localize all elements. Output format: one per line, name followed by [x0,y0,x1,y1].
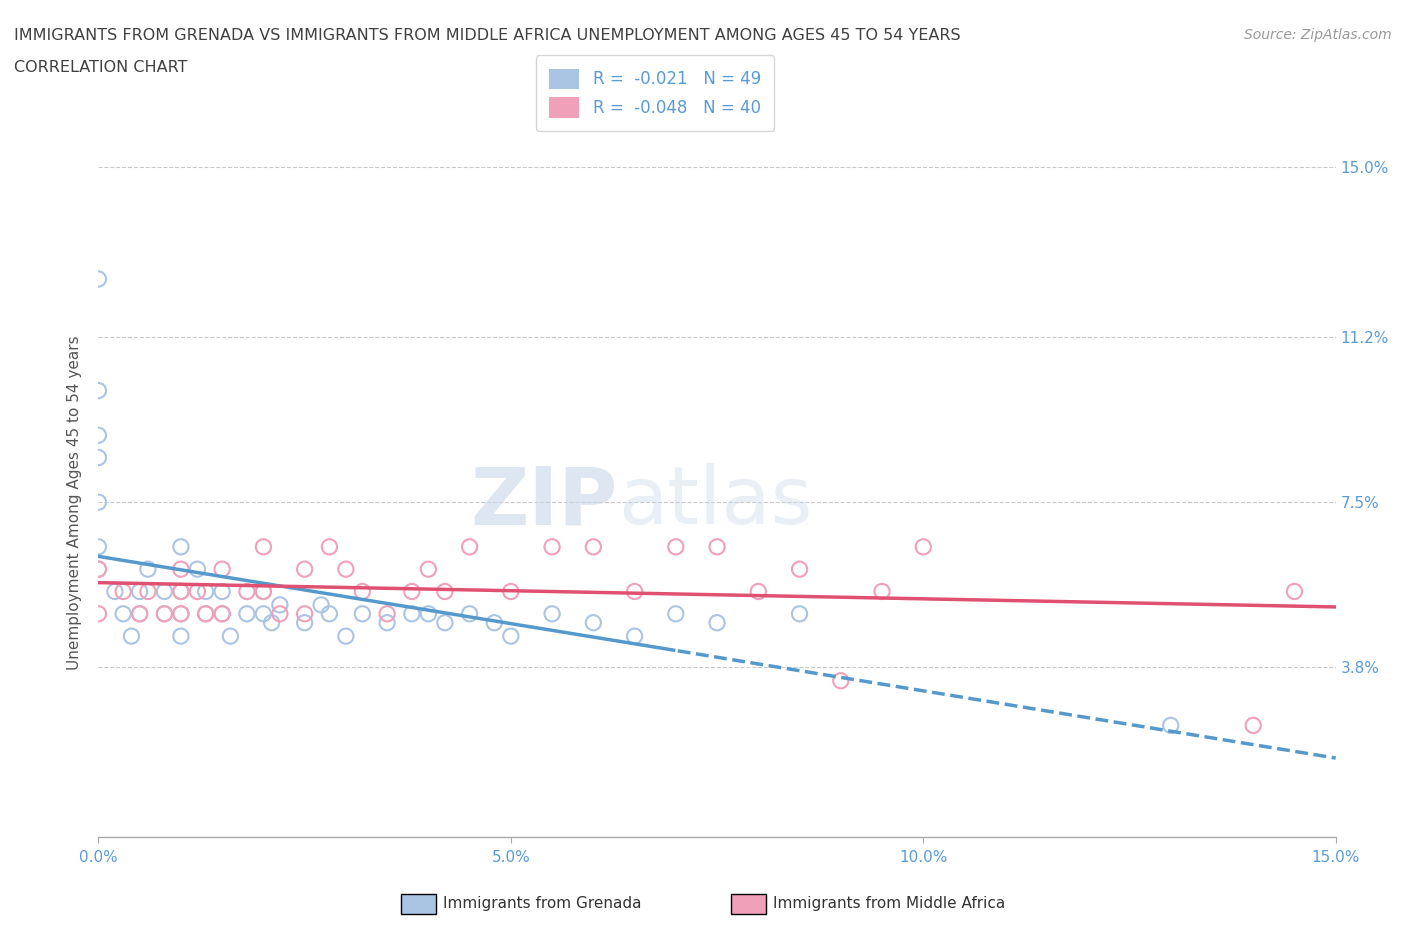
Point [87,383,110,398]
Point [186,584,208,599]
Point [375,606,398,621]
Point [87,272,110,286]
Point [170,629,193,644]
Point [870,584,893,599]
Point [87,562,110,577]
Point [1284,584,1306,599]
Point [318,606,340,621]
Point [582,616,605,631]
Point [136,562,159,577]
Point [252,606,274,621]
Text: Immigrants from Grenada: Immigrants from Grenada [443,897,641,911]
Legend: R =  -0.021   N = 49, R =  -0.048   N = 40: R = -0.021 N = 49, R = -0.048 N = 40 [536,55,775,131]
Point [418,606,440,621]
Text: Source: ZipAtlas.com: Source: ZipAtlas.com [1244,28,1392,42]
Point [706,539,728,554]
Point [211,606,233,621]
Point [211,562,233,577]
Point [252,584,274,599]
Point [335,562,357,577]
Point [789,606,811,621]
Point [401,606,423,621]
Point [541,606,564,621]
Point [170,606,193,621]
Point [294,616,316,631]
Point [458,539,481,554]
Point [665,539,688,554]
Point [830,673,852,688]
Point [309,597,332,612]
Point [747,584,769,599]
Point [112,606,135,621]
Point [87,450,110,465]
Point [236,606,259,621]
Point [541,539,564,554]
Point [87,539,110,554]
Y-axis label: Unemployment Among Ages 45 to 54 years: Unemployment Among Ages 45 to 54 years [67,335,83,670]
Point [112,584,135,599]
Point [706,616,728,631]
Point [219,629,242,644]
Point [789,562,811,577]
Point [352,606,374,621]
Point [294,562,316,577]
Point [318,539,340,554]
Point [170,606,193,621]
Point [170,584,193,599]
Point [665,606,688,621]
Point [499,629,522,644]
Point [1160,718,1182,733]
Point [458,606,481,621]
Point [170,562,193,577]
Point [194,584,217,599]
Text: ZIP: ZIP [471,463,619,541]
Point [352,584,374,599]
Point [375,616,398,631]
Text: IMMIGRANTS FROM GRENADA VS IMMIGRANTS FROM MIDDLE AFRICA UNEMPLOYMENT AMONG AGES: IMMIGRANTS FROM GRENADA VS IMMIGRANTS FR… [14,28,960,43]
Point [433,616,456,631]
Point [153,606,176,621]
Point [623,584,645,599]
Point [418,562,440,577]
Point [582,539,605,554]
Point [252,539,274,554]
Point [623,629,645,644]
Point [433,584,456,599]
Point [401,584,423,599]
Point [153,584,176,599]
Point [128,584,150,599]
Point [252,584,274,599]
Point [194,606,217,621]
Point [211,606,233,621]
Point [153,606,176,621]
Text: atlas: atlas [619,463,813,541]
Point [269,597,291,612]
Point [170,584,193,599]
Point [87,562,110,577]
Point [1241,718,1264,733]
Point [120,629,142,644]
Point [211,584,233,599]
Point [294,606,316,621]
Point [186,562,208,577]
Point [128,606,150,621]
Point [87,428,110,443]
Point [260,616,283,631]
Point [170,539,193,554]
Point [87,606,110,621]
Point [484,616,506,631]
Point [136,584,159,599]
Point [912,539,935,554]
Point [269,606,291,621]
Text: Immigrants from Middle Africa: Immigrants from Middle Africa [773,897,1005,911]
Point [194,606,217,621]
Point [335,629,357,644]
Point [499,584,522,599]
Point [104,584,127,599]
Text: CORRELATION CHART: CORRELATION CHART [14,60,187,75]
Point [87,495,110,510]
Point [128,606,150,621]
Point [236,584,259,599]
